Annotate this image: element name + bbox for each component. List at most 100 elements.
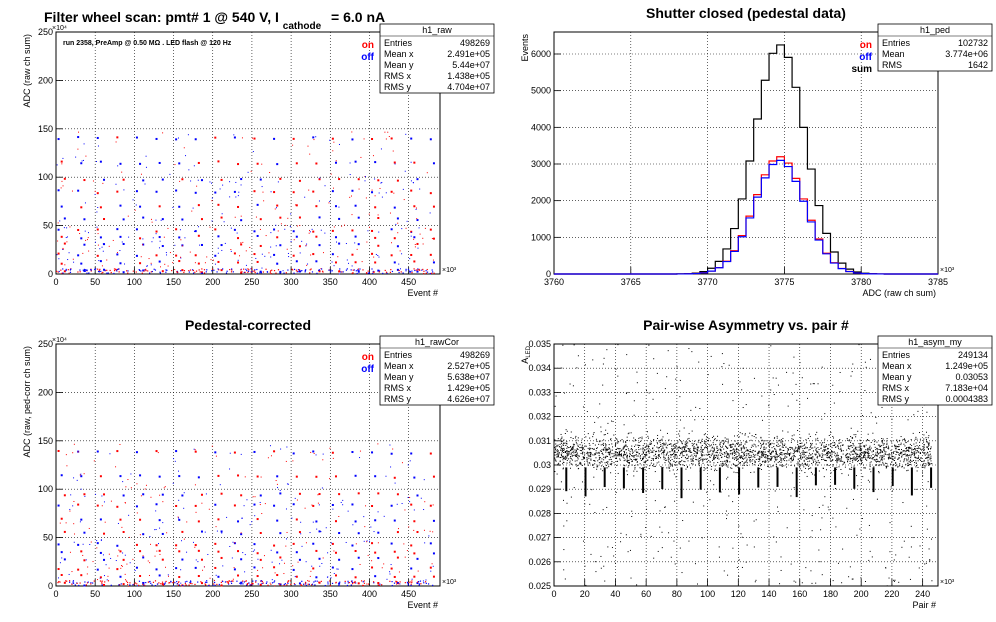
point [729, 453, 731, 455]
point [560, 454, 562, 456]
point-on [308, 189, 310, 191]
point-on [155, 544, 158, 547]
point [614, 445, 616, 447]
point [675, 476, 677, 478]
point [592, 464, 594, 466]
point-off [338, 558, 341, 561]
point [907, 455, 909, 457]
point [635, 444, 637, 446]
point [886, 440, 888, 442]
point [617, 453, 619, 455]
point-off [244, 571, 246, 573]
point [617, 442, 619, 444]
point-off [305, 582, 307, 584]
point [723, 442, 725, 444]
point [870, 455, 872, 457]
point-off [56, 164, 58, 166]
point [653, 445, 655, 447]
point [586, 411, 588, 413]
point-on [416, 218, 418, 220]
point [628, 465, 630, 467]
point-on [365, 197, 367, 199]
point [650, 535, 652, 537]
point-off [260, 580, 263, 582]
point [696, 444, 698, 446]
point [725, 462, 727, 464]
point [927, 481, 929, 483]
point [899, 453, 901, 455]
point [832, 465, 834, 467]
point [691, 430, 693, 432]
point-on [203, 272, 206, 274]
point-off [129, 584, 131, 586]
point [860, 457, 862, 459]
point-off [380, 182, 382, 184]
point [754, 461, 756, 463]
point [575, 455, 577, 457]
point [788, 459, 790, 461]
point [753, 443, 755, 445]
point [898, 581, 900, 583]
point [774, 447, 776, 449]
stats-label: Mean x [384, 49, 414, 59]
point-off [371, 191, 374, 194]
point [928, 462, 930, 464]
point-on [240, 532, 242, 534]
point-off [225, 272, 228, 274]
point [589, 451, 591, 453]
x-tick-label: 220 [884, 589, 899, 599]
point-off [233, 134, 235, 136]
point [878, 444, 880, 446]
point [765, 447, 767, 449]
point-off [362, 581, 364, 583]
point-off [211, 220, 213, 222]
point [853, 451, 855, 453]
point [677, 441, 679, 443]
point-off [84, 581, 86, 583]
point [759, 463, 761, 465]
point [818, 470, 820, 472]
x-axis-label: Event # [407, 288, 438, 298]
point [899, 457, 901, 459]
panel-title: Shutter closed (pedestal data) [646, 5, 846, 21]
point-on [389, 212, 391, 214]
point [764, 454, 766, 456]
point-off [194, 566, 197, 569]
point [614, 453, 616, 455]
point-off [351, 265, 353, 267]
point [730, 467, 732, 469]
point-off [144, 183, 146, 185]
point-on [127, 583, 129, 585]
point [795, 450, 797, 452]
point-on [374, 261, 377, 264]
point [709, 445, 711, 447]
point [566, 450, 568, 452]
point [919, 432, 921, 434]
point-off [356, 272, 358, 275]
point [930, 455, 932, 457]
point [840, 459, 842, 461]
point [621, 455, 623, 457]
point [763, 451, 765, 453]
point [900, 451, 902, 453]
point-on [354, 576, 357, 579]
point [598, 456, 600, 458]
point [775, 453, 777, 455]
point [797, 448, 799, 450]
point-on [215, 455, 217, 457]
point-off [315, 576, 318, 579]
point-off [316, 528, 318, 530]
point [566, 441, 568, 443]
point [691, 459, 693, 461]
point-on [262, 582, 264, 584]
point [712, 451, 714, 453]
point [742, 458, 744, 460]
point-off [142, 216, 145, 219]
point-off [367, 230, 369, 232]
point-on [194, 449, 196, 451]
point [726, 456, 728, 458]
point [816, 456, 818, 458]
point-off [391, 270, 394, 273]
point-off [220, 244, 223, 247]
point [720, 441, 722, 443]
